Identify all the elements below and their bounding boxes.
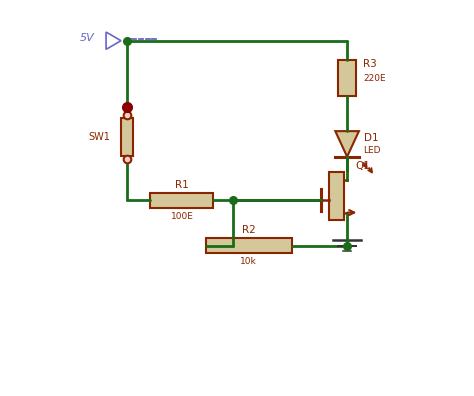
Text: 220E: 220E: [363, 74, 386, 83]
Bar: [338, 60, 356, 96]
Bar: [150, 193, 213, 208]
Polygon shape: [335, 131, 359, 157]
Text: 5V: 5V: [80, 32, 95, 42]
Text: LED: LED: [364, 146, 381, 155]
Text: Q1: Q1: [356, 161, 370, 171]
Text: SW1: SW1: [89, 132, 110, 142]
Bar: [329, 172, 344, 220]
Text: D1: D1: [364, 133, 378, 143]
Bar: [121, 118, 133, 156]
Text: 10k: 10k: [240, 257, 257, 266]
Text: R1: R1: [175, 180, 189, 190]
Text: 100E: 100E: [171, 212, 193, 221]
Bar: [206, 238, 292, 253]
Text: R2: R2: [242, 225, 255, 235]
Text: R3: R3: [363, 59, 377, 69]
